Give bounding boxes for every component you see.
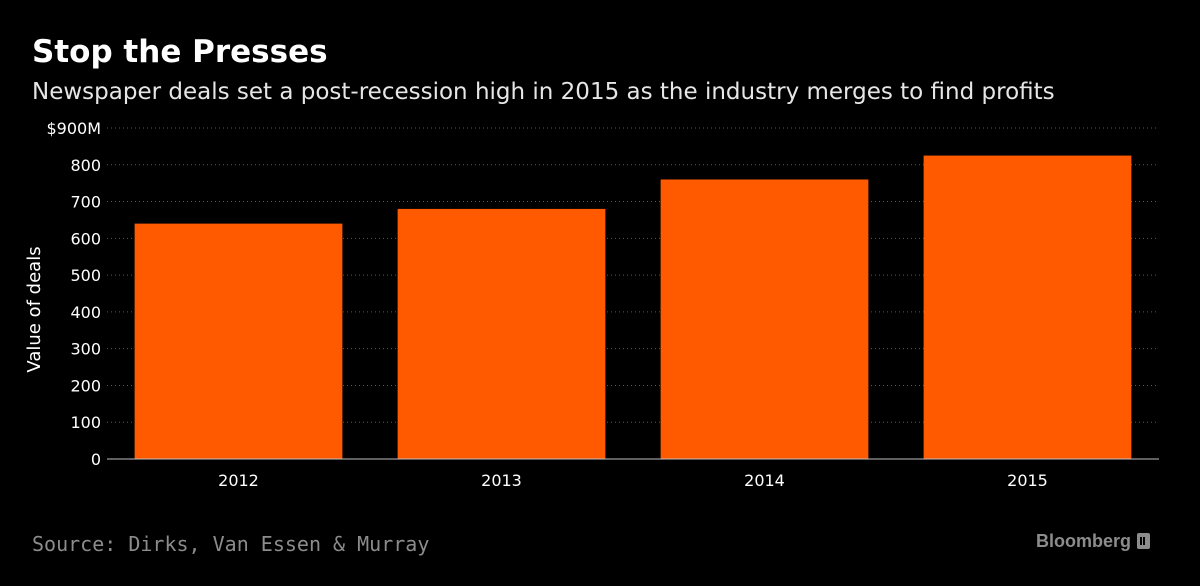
bar <box>134 223 343 459</box>
y-tick-label: 400 <box>70 303 101 322</box>
chart-subtitle: Newspaper deals set a post-recession hig… <box>32 79 1055 105</box>
bar <box>923 155 1132 460</box>
y-tick-label: 500 <box>70 266 101 285</box>
y-tick-label: 800 <box>70 156 101 175</box>
y-tick-label: 100 <box>70 413 101 432</box>
y-tick-label: $900M <box>46 119 101 138</box>
x-tick-label: 2014 <box>744 471 785 490</box>
source-note: Source: Dirks, Van Essen & Murray <box>32 532 430 556</box>
x-tick-label: 2012 <box>218 471 259 490</box>
y-tick-label: 300 <box>70 340 101 359</box>
bloomberg-mark-icon <box>1137 533 1150 549</box>
y-tick-label: 200 <box>70 376 101 395</box>
bar <box>660 179 869 459</box>
chart-title: Stop the Presses <box>32 34 328 70</box>
x-tick-label: 2013 <box>481 471 522 490</box>
y-tick-label: 0 <box>91 450 101 469</box>
brand-logo: Bloomberg <box>1036 529 1150 553</box>
y-tick-label: 700 <box>70 193 101 212</box>
x-tick-label: 2015 <box>1007 471 1048 490</box>
brand-name: Bloomberg <box>1035 531 1131 551</box>
bar <box>397 208 606 459</box>
y-axis-title: Value of deals <box>24 246 45 372</box>
y-tick-label: 600 <box>70 229 101 248</box>
